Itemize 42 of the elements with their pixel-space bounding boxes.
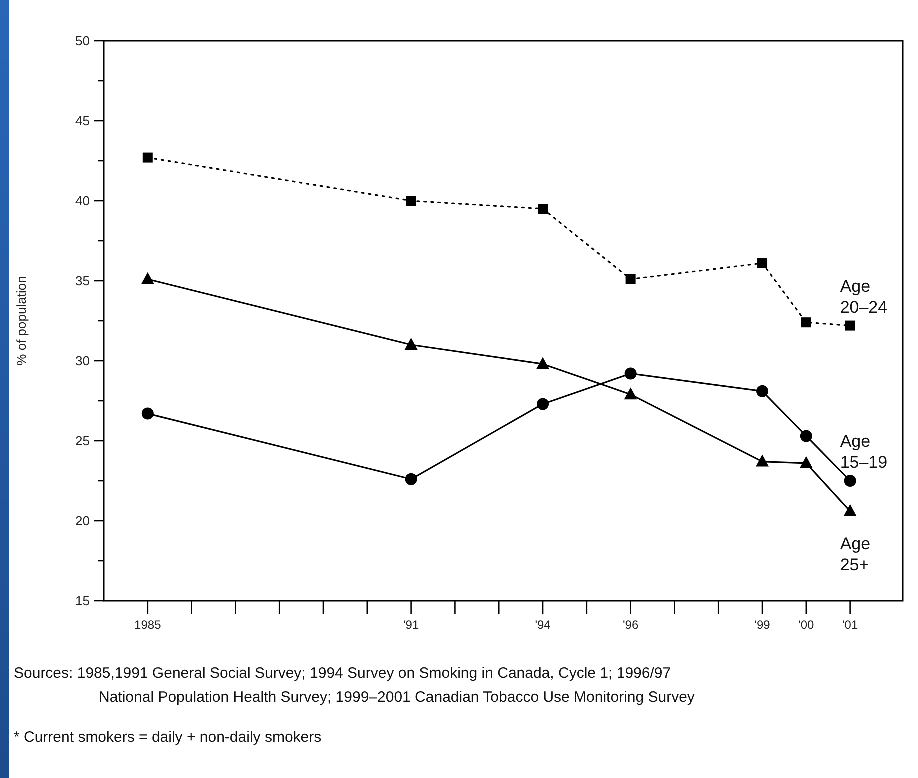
point	[141, 272, 154, 284]
source-note: Sources: 1985,1991 General Social Survey; 1994 Survey on Smoking in Canada, Cycle 1; 1996/97 National Population Health Survey; 1999–2001 Canadian Tobacco Use Monitoring Survey	[14, 665, 696, 706]
point	[142, 152, 153, 163]
point	[756, 385, 769, 398]
point	[800, 430, 812, 442]
point	[538, 204, 548, 214]
x-tick-label: 1985	[134, 618, 162, 632]
point	[142, 408, 154, 420]
series-label: Age 20–24	[840, 276, 888, 317]
x-tick-label: '99	[754, 618, 771, 632]
y-tick-label: 25	[76, 434, 90, 449]
point	[405, 473, 418, 486]
point	[800, 456, 813, 468]
point	[404, 338, 418, 350]
point	[537, 398, 550, 410]
x-tick-label: '91	[403, 618, 420, 632]
y-tick-label: 20	[76, 514, 90, 529]
x-tick-label: '00	[798, 618, 815, 632]
point	[626, 274, 636, 284]
point	[844, 504, 857, 516]
point	[624, 368, 637, 380]
series-label: Age 15–19	[840, 432, 888, 472]
x-tick-label: '01	[842, 618, 858, 632]
point	[844, 475, 856, 487]
point	[801, 318, 812, 328]
text: * Current smokers = daily + non-daily smokers	[14, 729, 322, 746]
y-tick-label: 30	[76, 354, 90, 369]
x-tick-label: '94	[535, 618, 552, 632]
series-label: Age 25+	[840, 534, 871, 574]
point	[845, 320, 856, 331]
y-tick-label: 50	[76, 34, 90, 49]
point	[624, 388, 638, 400]
point	[536, 357, 550, 370]
x-tick-label: '96	[622, 618, 639, 632]
y-axis-title: % of population	[14, 276, 29, 366]
point	[406, 196, 416, 206]
point	[758, 258, 768, 268]
y-tick-label: 45	[76, 114, 90, 129]
y-tick-label: 15	[76, 594, 90, 609]
y-tick-label: 35	[76, 274, 90, 289]
y-tick-label: 40	[76, 194, 90, 209]
point	[756, 454, 770, 467]
